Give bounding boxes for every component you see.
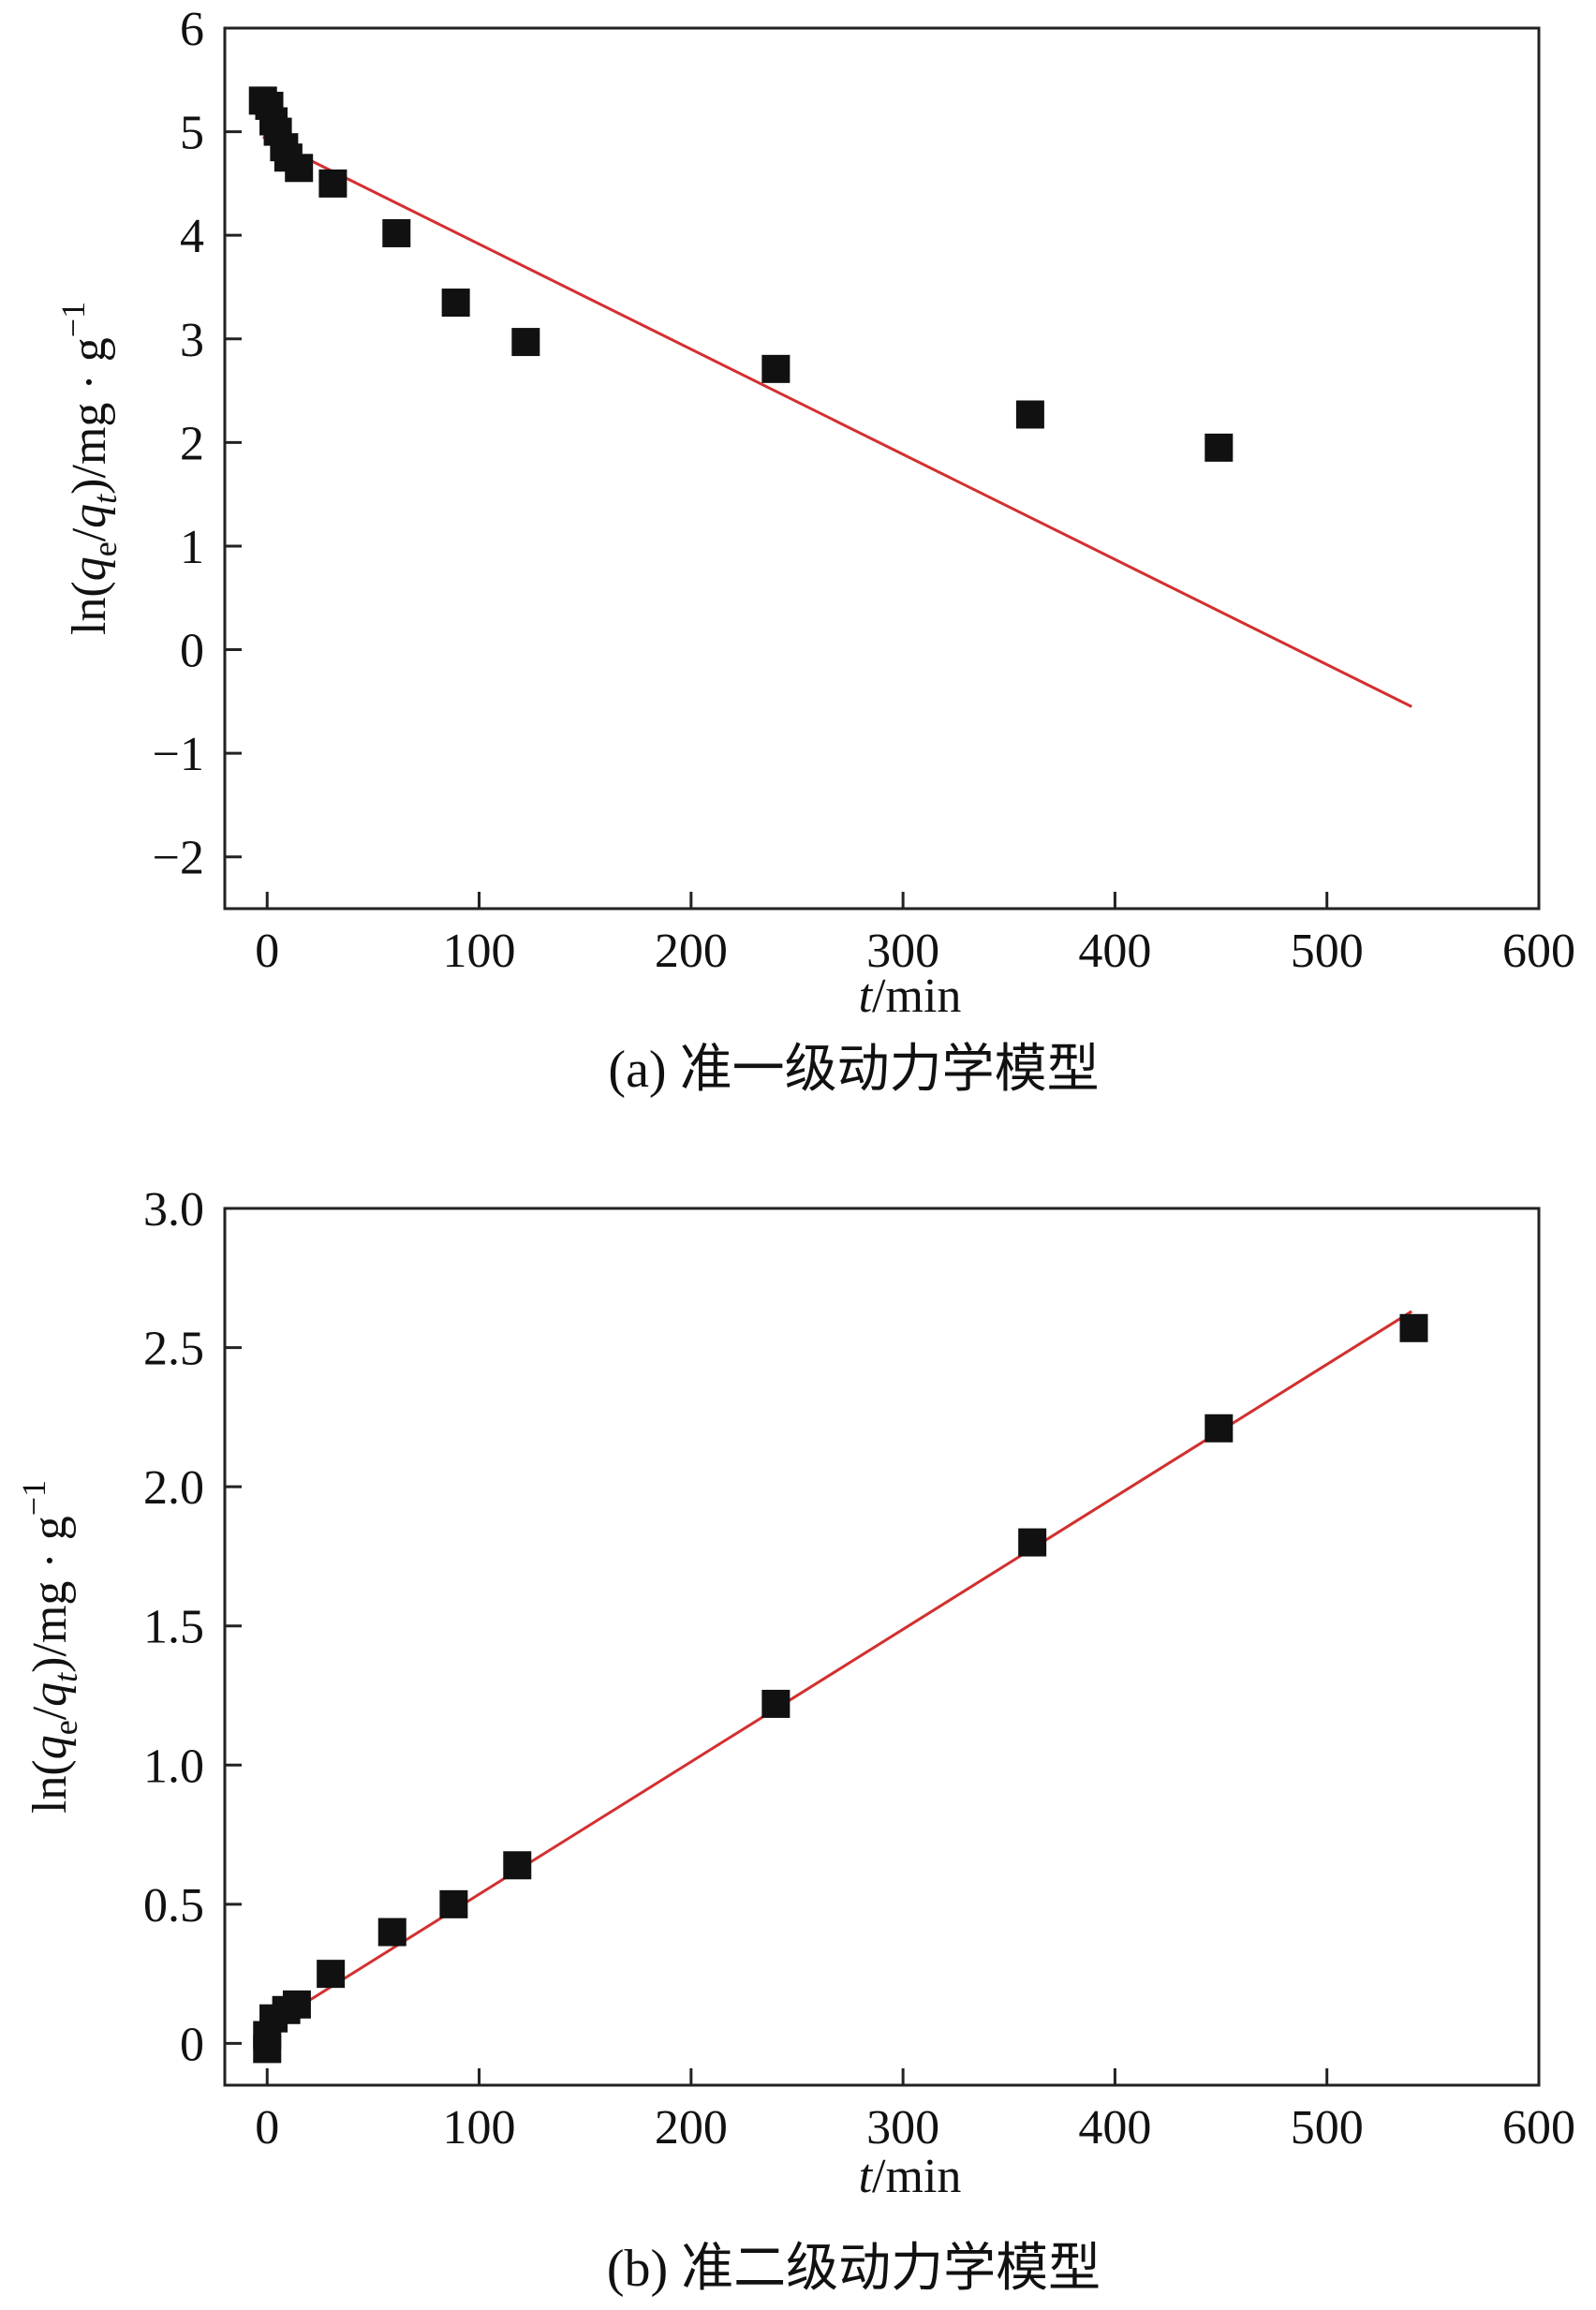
chart-panel-a: 0 100 200 300 400 500 600 −2 −1 0 1 2 3 4 5 6 t/min ln(qe… (54, 3, 1575, 1099)
x-tick-label: 100 (443, 925, 516, 978)
y-tick-label: 5 (180, 107, 204, 160)
figure-caption: (b) 准二级动力学模型 (607, 2240, 1101, 2298)
data-point (377, 1918, 406, 1947)
y-axis-label: ln(qe/qt)/mg · g−1 (54, 302, 124, 635)
data-point (285, 154, 314, 183)
data-point (761, 354, 791, 383)
chart-panel-b: 0 100 200 300 400 500 600 0 0.5 1.0 1.5 2.0 2.5 3.0 t/… (15, 1183, 1575, 2298)
data-point (441, 289, 470, 318)
y-tick-label: 1.0 (143, 1740, 204, 1793)
data-point (1204, 433, 1234, 462)
x-axis-label: t/min (859, 970, 962, 1023)
data-point (761, 1689, 791, 1718)
x-tick-label: 0 (255, 2101, 279, 2155)
x-tick-label: 500 (1291, 925, 1364, 978)
figure-caption: (a) 准一级动力学模型 (608, 1041, 1099, 1099)
x-axis-label: t/min (859, 2150, 962, 2203)
x-tick-label: 600 (1502, 2101, 1575, 2155)
y-tick-label: 6 (180, 3, 204, 56)
x-tick-label: 200 (655, 2101, 728, 2155)
x-tick-label: 500 (1291, 2101, 1364, 2155)
x-tick-label: 200 (655, 925, 728, 978)
x-tick-label: 300 (866, 925, 939, 978)
x-tick-label: 400 (1078, 925, 1151, 978)
fit-line (266, 1310, 1413, 2028)
y-tick-label: 0 (180, 625, 204, 678)
y-tick-label: 1 (180, 521, 204, 574)
y-tick-label: 4 (180, 210, 204, 263)
y-tick-label: 1.5 (143, 1601, 204, 1654)
data-point (1015, 400, 1044, 429)
data-point (1018, 1528, 1047, 1557)
data-point (1399, 1313, 1428, 1342)
data-point (382, 218, 411, 247)
plot-frame (223, 1207, 1541, 2087)
x-tick-label: 400 (1078, 2101, 1151, 2155)
y-tick-label: 0 (180, 2018, 204, 2071)
data-point (511, 328, 540, 357)
y-tick-label: 2.5 (143, 1323, 204, 1376)
y-tick-label: 3 (180, 314, 204, 367)
fit-line (262, 135, 1412, 708)
y-tick-label: −2 (153, 832, 204, 885)
y-tick-label: 0.5 (143, 1879, 204, 1932)
x-tick-label: 0 (255, 925, 279, 978)
data-point (439, 1889, 468, 1918)
data-point (503, 1851, 532, 1880)
y-tick-label: 3.0 (143, 1183, 204, 1236)
y-tick-label: 2 (180, 417, 204, 470)
x-tick-label: 100 (443, 2101, 516, 2155)
data-point (1204, 1414, 1234, 1443)
x-tick-label: 300 (866, 2101, 939, 2155)
y-tick-label: 2.0 (143, 1461, 204, 1515)
plot-frame (223, 26, 1541, 911)
y-tick-label: −1 (153, 728, 204, 781)
x-tick-label: 600 (1502, 925, 1575, 978)
y-axis-label: ln(qe/qt)/mg · g−1 (15, 1480, 84, 1814)
data-point (318, 169, 347, 198)
data-point (282, 1990, 311, 2019)
data-point (317, 1960, 346, 1989)
